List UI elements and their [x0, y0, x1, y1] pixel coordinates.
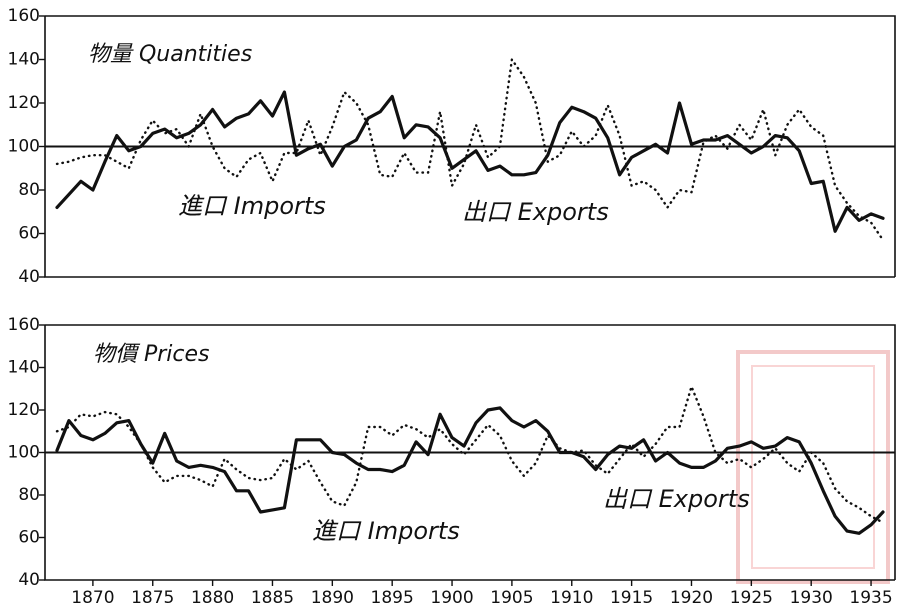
y-tick-label: 40	[18, 570, 40, 590]
series-line	[55, 385, 885, 524]
y-tick-label: 160	[8, 315, 40, 335]
y-tick-label: 140	[8, 50, 40, 70]
x-tick-label: 1870	[71, 588, 114, 608]
y-tick-label: 100	[8, 137, 40, 157]
x-tick-label: 1920	[670, 588, 713, 608]
y-tick-label: 40	[18, 267, 40, 287]
y-tick-label: 140	[8, 358, 40, 378]
chart-title: 物價 Prices	[93, 342, 210, 367]
series-label: 進口 Imports	[312, 517, 460, 545]
series-line	[55, 90, 885, 233]
chart-title: 物量 Quantities	[88, 42, 252, 67]
y-tick-label: 120	[8, 400, 40, 420]
x-tick-label: 1930	[790, 588, 833, 608]
y-tick-label: 80	[18, 180, 40, 200]
y-tick-label: 160	[8, 6, 40, 26]
x-tick-label: 1890	[311, 588, 354, 608]
x-tick-label: 1915	[610, 588, 653, 608]
y-tick-label: 60	[18, 528, 40, 548]
x-tick-label: 1905	[490, 588, 533, 608]
series-line	[55, 406, 885, 535]
x-tick-label: 1900	[430, 588, 473, 608]
y-tick-label: 80	[18, 485, 40, 505]
x-tick-label: 1910	[550, 588, 593, 608]
x-tick-label: 1885	[251, 588, 294, 608]
x-tick-label: 1895	[371, 588, 414, 608]
x-tick-label: 1875	[131, 588, 174, 608]
series-label: 進口 Imports	[178, 192, 326, 220]
x-tick-label: 1935	[849, 588, 892, 608]
series-line	[55, 58, 885, 242]
series-label: 出口 Exports	[603, 485, 750, 513]
x-tick-label: 1880	[191, 588, 234, 608]
series-label: 出口 Exports	[462, 198, 609, 226]
y-tick-label: 60	[18, 224, 40, 244]
y-tick-label: 120	[8, 93, 40, 113]
x-tick-label: 1925	[730, 588, 773, 608]
y-tick-label: 100	[8, 443, 40, 463]
